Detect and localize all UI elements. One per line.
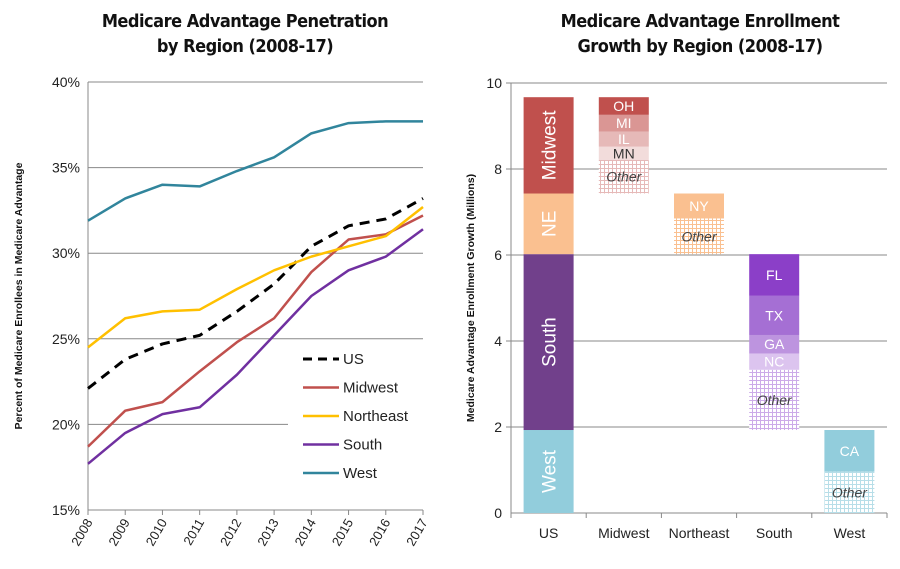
left-chart-title: Medicare Advantage Penetration by Region… xyxy=(95,9,395,59)
bar-segment-south-other xyxy=(749,369,800,431)
bar-label: OH xyxy=(613,98,634,114)
bar-label: Other xyxy=(681,228,717,244)
y-tick-label: 25% xyxy=(52,331,80,347)
x-tick-label: 2012 xyxy=(217,516,244,549)
bar-segment-us-west xyxy=(523,430,574,513)
y-tick-label: 30% xyxy=(52,245,80,261)
y-tick-label: 8 xyxy=(494,161,502,177)
bar-label: NC xyxy=(764,354,784,370)
bar-segment-south-ga xyxy=(749,334,800,354)
y-tick-label: 40% xyxy=(52,74,80,90)
bar-label: CA xyxy=(840,443,860,459)
x-tick-label: 2011 xyxy=(180,516,207,548)
y-tick-label: 0 xyxy=(494,505,502,521)
x-tick-label: 2009 xyxy=(105,516,132,549)
x-tick-label: 2008 xyxy=(68,516,95,549)
x-tick-label: 2015 xyxy=(329,516,356,549)
x-tick-label: 2017 xyxy=(403,516,430,549)
x-tick-label: 2013 xyxy=(254,516,281,549)
series-line-northeast xyxy=(87,205,424,349)
bar-label: South xyxy=(540,317,561,367)
bar-label: Other xyxy=(757,392,793,408)
y-tick-label: 6 xyxy=(494,247,502,263)
bar-segment-midwest-mn xyxy=(598,146,649,160)
bar-segment-midwest-other xyxy=(598,159,649,194)
x-tick-label: 2016 xyxy=(366,516,393,549)
y-tick-label: 35% xyxy=(52,160,80,176)
bar-segment-midwest-il xyxy=(598,131,649,147)
x-tick-label: 2014 xyxy=(291,516,318,549)
x-tick-label: Northeast xyxy=(669,525,730,541)
series-line-midwest xyxy=(87,214,424,448)
y-axis-label: Medicare Advantage Enrollment Growth (Mi… xyxy=(465,174,477,422)
legend-label-us: US xyxy=(343,351,364,368)
bar-segment-west-other xyxy=(824,471,875,513)
y-axis-label: Percent of Medicare Enrollees in Medicar… xyxy=(13,162,25,429)
x-tick-label: South xyxy=(756,525,793,541)
legend-label-northeast: Northeast xyxy=(343,408,409,425)
y-tick-label: 2 xyxy=(494,419,502,435)
right-chart-title: Medicare Advantage Enrollment Growth by … xyxy=(545,9,855,59)
series-line-us xyxy=(87,197,424,390)
right-title-line-1: Medicare Advantage Enrollment xyxy=(560,11,840,32)
bar-segment-south-tx xyxy=(749,295,800,335)
series-line-west xyxy=(87,120,423,222)
bar-segment-northeast-other xyxy=(674,218,724,255)
bar-segment-us-south xyxy=(523,254,574,431)
bar-label: MI xyxy=(616,115,632,131)
bar-label: FL xyxy=(766,267,783,283)
x-tick-label: Midwest xyxy=(598,525,649,541)
bar-label: NY xyxy=(689,198,709,214)
legend-label-midwest: Midwest xyxy=(343,380,399,397)
right-title-line-2: Growth by Region (2008-17) xyxy=(577,36,823,57)
legend-label-south: South xyxy=(343,437,382,454)
bar-segment-us-midwest xyxy=(523,97,574,194)
bar-segment-west-ca xyxy=(824,430,875,472)
bar-label: IL xyxy=(618,131,630,147)
bar-label: NE xyxy=(540,211,561,237)
bar-segment-south-nc xyxy=(749,353,800,370)
legend-label-west: West xyxy=(343,465,378,482)
bar-segment-midwest-mi xyxy=(598,114,649,132)
bar-label: TX xyxy=(765,307,784,323)
bar-label: Other xyxy=(606,169,642,185)
x-tick-label: US xyxy=(539,525,558,541)
left-title-line-1: Medicare Advantage Penetration xyxy=(101,11,389,32)
y-tick-label: 10 xyxy=(486,75,502,91)
bar-label: Midwest xyxy=(540,110,561,180)
series-line-south xyxy=(87,228,424,465)
bar-label: GA xyxy=(764,336,785,352)
x-tick-label: West xyxy=(834,525,866,541)
bar-segment-south-fl xyxy=(749,254,800,296)
bar-label: MN xyxy=(613,145,635,161)
bar-segment-midwest-oh xyxy=(598,97,649,115)
bar-segment-us-ne xyxy=(523,193,574,255)
y-tick-label: 15% xyxy=(52,502,80,518)
bar-segment-northeast-ny xyxy=(674,193,724,219)
y-tick-label: 4 xyxy=(494,333,502,349)
x-tick-label: 2010 xyxy=(143,516,170,549)
bar-label: Other xyxy=(832,484,868,500)
bar-label: West xyxy=(540,449,561,493)
y-tick-label: 20% xyxy=(52,416,80,432)
left-title-line-2: by Region (2008-17) xyxy=(156,36,334,57)
